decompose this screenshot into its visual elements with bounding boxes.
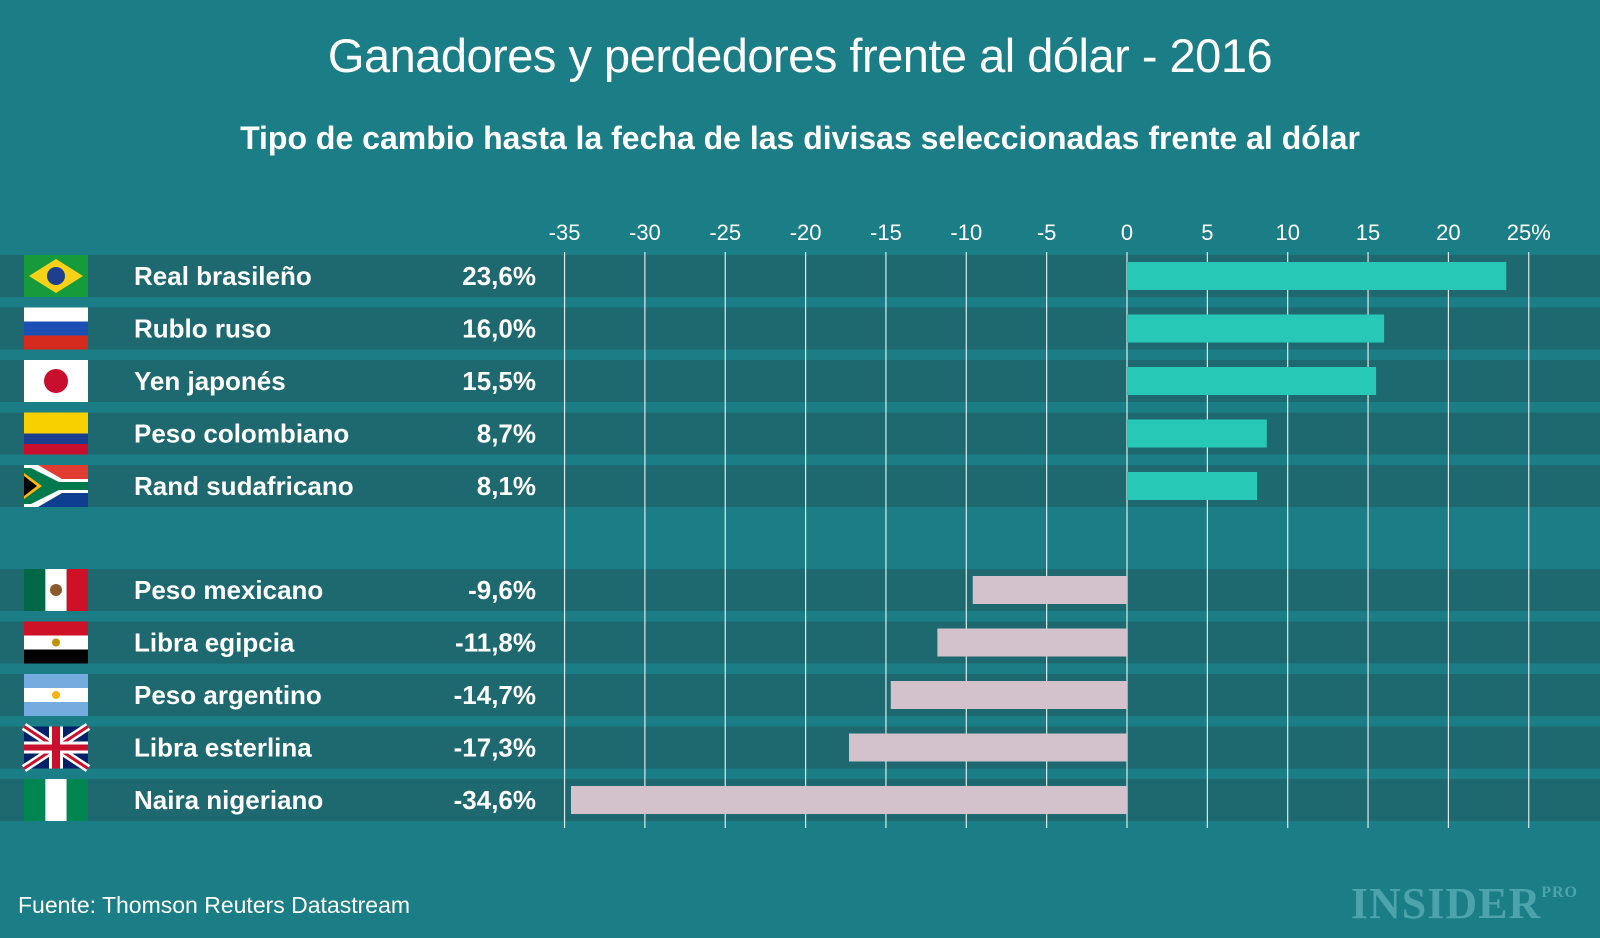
currency-label: Libra esterlina [134, 733, 312, 763]
flag-part [24, 412, 88, 434]
flag-part [24, 621, 88, 636]
flag-part [24, 569, 46, 611]
egypt-flag [24, 621, 88, 664]
value-label: -17,3% [454, 733, 536, 763]
value-label: -34,6% [454, 785, 536, 815]
bar [848, 733, 1127, 762]
value-label: -14,7% [454, 680, 536, 710]
value-label: -11,8% [455, 628, 536, 658]
flag-part [24, 779, 46, 821]
bar [1127, 472, 1258, 500]
x-tick-label: -30 [629, 220, 661, 245]
value-label: 8,7% [477, 419, 536, 449]
flag-part [44, 369, 68, 393]
colombia-flag [24, 412, 88, 455]
flag-part [52, 691, 60, 699]
currency-label: Peso argentino [134, 680, 322, 710]
row-band [0, 412, 1600, 455]
flag-part [52, 638, 60, 647]
flag-part [66, 569, 88, 611]
x-tick-label: -20 [790, 220, 822, 245]
flag-part [50, 584, 62, 596]
japan-flag [24, 360, 88, 402]
currency-label: Real brasileño [134, 261, 312, 291]
row-band [0, 674, 1600, 716]
x-tick-label: -5 [1037, 220, 1057, 245]
source-note: Fuente: Thomson Reuters Datastream [18, 892, 411, 918]
flag-part [24, 674, 88, 688]
bar [1127, 419, 1267, 448]
currency-label: Yen japonés [134, 366, 286, 396]
currency-label: Peso mexicano [134, 575, 323, 605]
x-tick-label: 25% [1507, 220, 1551, 245]
russia-flag [24, 307, 88, 350]
bar [1127, 314, 1385, 343]
value-label: -9,6% [468, 575, 536, 605]
x-tick-label: -15 [870, 220, 902, 245]
flag-part [24, 335, 88, 350]
flag-part [24, 444, 88, 455]
brand-suffix: PRO [1541, 884, 1578, 901]
x-tick-label: -25 [709, 220, 741, 245]
bar [972, 576, 1127, 604]
flag-part [45, 779, 67, 821]
currency-label: Peso colombiano [134, 419, 349, 449]
x-tick-label: -10 [950, 220, 982, 245]
flag-part [24, 744, 88, 751]
currency-label: Rublo ruso [134, 314, 271, 344]
flag-part [24, 468, 88, 504]
currency-label: Libra egipcia [134, 628, 295, 658]
south-africa-flag [24, 465, 88, 507]
currency-label: Rand sudafricano [134, 471, 354, 501]
flag-part [47, 267, 65, 285]
x-tick-label: 15 [1356, 220, 1380, 245]
bar [1127, 367, 1377, 395]
bar [890, 681, 1127, 709]
x-tick-label: 0 [1121, 220, 1133, 245]
flag-part [24, 649, 88, 664]
brazil-flag [24, 255, 88, 297]
flag-part [24, 307, 88, 322]
row-band [0, 621, 1600, 664]
chart-subtitle: Tipo de cambio hasta la fecha de las div… [240, 120, 1360, 156]
brand-logo: INSIDERPRO [1351, 878, 1578, 929]
bar [570, 786, 1127, 814]
nigeria-flag [24, 779, 88, 821]
uk-flag [21, 723, 91, 772]
row-band [0, 726, 1600, 769]
chart-title: Ganadores y perdedores frente al dólar -… [327, 29, 1273, 82]
value-label: 8,1% [477, 471, 536, 501]
value-label: 16,0% [462, 314, 536, 344]
flag-part [24, 321, 88, 336]
row-band [0, 465, 1600, 507]
brand-name: INSIDER [1350, 879, 1542, 928]
flag-part [24, 476, 37, 496]
currency-label: Naira nigeriano [134, 785, 323, 815]
x-tick-label: 5 [1201, 220, 1213, 245]
mexico-flag [24, 569, 88, 611]
value-label: 23,6% [462, 261, 536, 291]
bar [1127, 262, 1507, 290]
row-band [0, 569, 1600, 611]
flag-part [24, 702, 88, 716]
x-tick-label: 10 [1275, 220, 1299, 245]
value-label: 15,5% [462, 366, 536, 396]
argentina-flag [24, 674, 88, 716]
x-tick-label: -35 [549, 220, 581, 245]
flag-part [24, 433, 88, 444]
x-tick-label: 20 [1436, 220, 1460, 245]
bar [937, 628, 1127, 657]
flag-part [66, 779, 88, 821]
